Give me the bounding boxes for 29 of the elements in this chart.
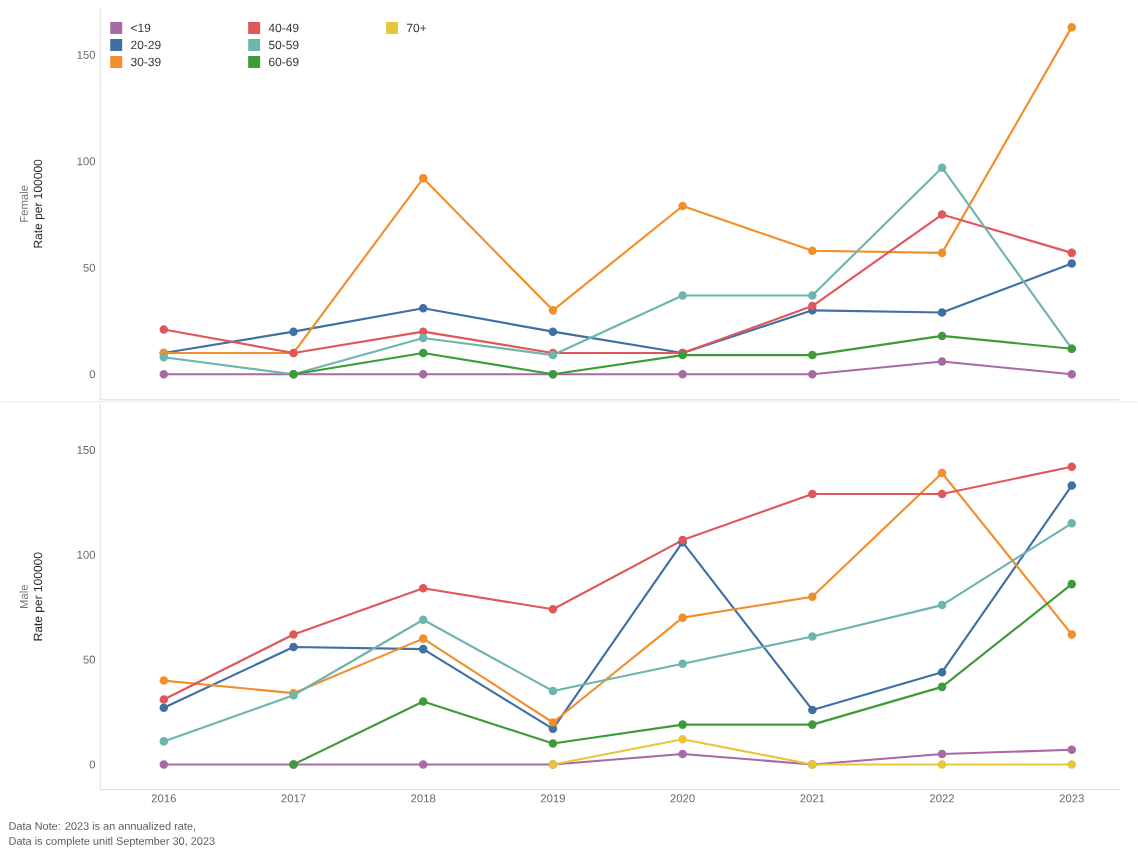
legend-label: 60-69 (269, 57, 299, 67)
y-tick-label: 150 (77, 446, 96, 455)
legend-label: 70+ (406, 23, 427, 33)
y-axis-title: Rate per 100000 (33, 159, 45, 248)
y-tick-label: 0 (89, 760, 96, 769)
x-tick-label: 2019 (540, 794, 565, 803)
legend-label: <19 (131, 23, 151, 33)
y-tick-label: 100 (77, 157, 96, 166)
legend-label: 30-39 (130, 57, 161, 67)
legend-label: 20-29 (131, 40, 161, 50)
text: Data is complete unitl September 30, 2023 (9, 837, 215, 848)
y-tick-label: 100 (77, 550, 96, 559)
y-axis-title: Rate per 100000 (33, 552, 45, 641)
y-tick-label: 50 (83, 655, 96, 664)
legend-label: 40-49 (268, 23, 299, 33)
x-tick-label: 2017 (281, 794, 306, 803)
x-tick-label: 2021 (800, 794, 825, 803)
x-tick-label: 2022 (930, 794, 955, 803)
x-tick-label: 2020 (670, 794, 695, 803)
text: Data Note: 2023 is an annualized rate, (9, 822, 196, 832)
legend-label: 50-59 (268, 40, 299, 50)
x-tick-label: 2016 (151, 794, 176, 803)
x-tick-label: 2018 (411, 794, 436, 803)
x-tick-label: 2023 (1059, 794, 1084, 803)
text: Female (19, 185, 28, 223)
y-tick-label: 50 (83, 263, 96, 272)
y-tick-label: 150 (77, 51, 96, 60)
text: Male (19, 585, 28, 609)
y-tick-label: 0 (89, 370, 96, 379)
